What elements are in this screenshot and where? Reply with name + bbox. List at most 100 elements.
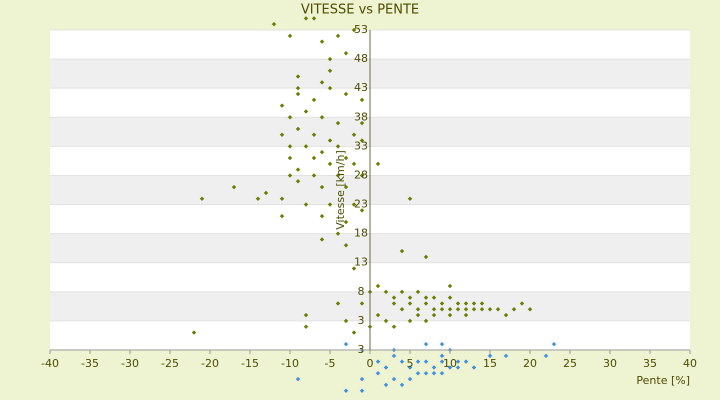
point: [359, 97, 365, 103]
point: [343, 50, 349, 56]
point: [295, 167, 301, 172]
point: [311, 155, 317, 161]
point: [391, 301, 397, 306]
x-tick-label: -30: [121, 357, 139, 370]
point: [551, 341, 557, 347]
point: [343, 184, 349, 190]
point: [423, 341, 429, 347]
point: [327, 85, 333, 91]
y-tick-label: 43: [354, 81, 368, 94]
point: [375, 161, 381, 167]
point: [487, 306, 493, 312]
x-tick-label: -5: [325, 357, 336, 370]
point: [359, 120, 365, 126]
x-tick-label: -40: [41, 357, 59, 370]
y-tick-label: 8: [358, 285, 365, 298]
point: [463, 306, 469, 312]
point: [319, 149, 325, 155]
y-tick-label: 38: [354, 110, 368, 123]
point: [311, 173, 317, 178]
point: [335, 33, 341, 39]
point: [391, 376, 397, 382]
point: [447, 295, 453, 300]
point: [439, 370, 445, 376]
point: [279, 103, 285, 108]
point: [319, 39, 325, 44]
point: [375, 283, 381, 289]
point: [271, 21, 277, 27]
x-tick-label: 30: [603, 357, 617, 370]
point: [375, 370, 381, 376]
point: [359, 376, 365, 382]
point: [335, 173, 341, 178]
point: [383, 318, 389, 324]
point: [319, 213, 325, 219]
point: [279, 196, 285, 202]
point: [351, 132, 357, 138]
point: [519, 301, 525, 306]
point: [423, 254, 429, 260]
point: [527, 306, 533, 312]
point: [383, 365, 389, 370]
point: [199, 196, 205, 202]
y-tick-label: 28: [354, 168, 368, 181]
point: [503, 353, 509, 359]
x-tick-label: -15: [241, 357, 259, 370]
x-tick-label: 5: [407, 357, 414, 370]
x-axis-title: Pente [%]: [636, 374, 690, 387]
point: [399, 359, 405, 364]
points: [191, 16, 557, 394]
point: [415, 359, 421, 364]
point: [439, 306, 445, 312]
point: [471, 306, 477, 312]
point: [295, 91, 301, 97]
point: [319, 114, 325, 120]
point: [335, 144, 341, 149]
point: [303, 16, 309, 21]
point: [375, 312, 381, 318]
point: [327, 161, 333, 167]
y-tick-label: 23: [354, 198, 368, 211]
point: [351, 266, 357, 271]
point: [383, 289, 389, 295]
point: [455, 306, 461, 312]
y-tick-label: 3: [358, 314, 365, 327]
point: [359, 208, 365, 213]
point: [343, 318, 349, 324]
point: [439, 341, 445, 347]
x-tick-label: 0: [367, 357, 374, 370]
point: [303, 324, 309, 330]
point: [431, 312, 437, 318]
point: [279, 132, 285, 138]
point: [335, 231, 341, 236]
point: [439, 359, 445, 364]
point: [359, 173, 365, 178]
point: [351, 161, 357, 167]
point: [463, 359, 469, 364]
point: [295, 178, 301, 184]
x-tick-label: 35: [643, 357, 657, 370]
point: [375, 359, 381, 364]
point: [295, 74, 301, 79]
point: [407, 295, 413, 300]
point: [319, 237, 325, 242]
point: [407, 365, 413, 370]
point: [391, 324, 397, 330]
y-tick-label: 53: [354, 23, 368, 36]
point: [303, 144, 309, 149]
point: [327, 56, 333, 62]
point: [327, 138, 333, 143]
x-tick-label: 25: [563, 357, 577, 370]
point: [439, 353, 445, 359]
point: [335, 301, 341, 306]
point: [407, 196, 413, 202]
point: [447, 312, 453, 318]
point: [343, 155, 349, 161]
point: [191, 330, 197, 335]
point: [319, 80, 325, 85]
point: [383, 382, 389, 388]
point: [479, 306, 485, 312]
point: [343, 388, 349, 394]
point: [311, 97, 317, 103]
